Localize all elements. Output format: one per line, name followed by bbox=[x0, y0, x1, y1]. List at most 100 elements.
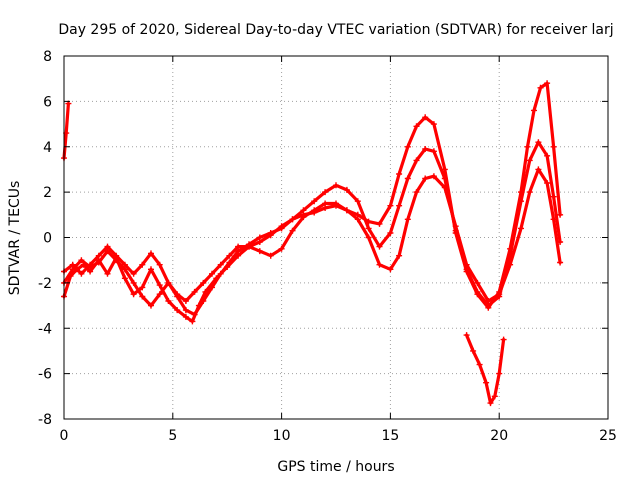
data-point-marker bbox=[396, 202, 403, 209]
y-tick-label: 8 bbox=[43, 49, 52, 65]
data-point-marker bbox=[544, 180, 551, 186]
data-point-marker bbox=[396, 171, 403, 177]
data-point-marker bbox=[557, 211, 564, 218]
y-tick-label: -2 bbox=[38, 276, 52, 292]
data-point-marker bbox=[130, 270, 137, 277]
data-point-marker bbox=[148, 302, 154, 309]
y-tick-label: 6 bbox=[43, 94, 52, 110]
data-point-marker bbox=[496, 370, 503, 377]
data-point-marker bbox=[300, 207, 307, 214]
y-tick-label: -4 bbox=[38, 321, 52, 337]
data-point-marker bbox=[322, 189, 329, 196]
data-point-marker bbox=[235, 243, 242, 250]
data-point-marker bbox=[376, 243, 383, 250]
data-point-marker bbox=[544, 152, 551, 159]
data-point-marker bbox=[165, 279, 172, 286]
data-point-marker bbox=[430, 173, 437, 180]
data-point-marker bbox=[470, 347, 477, 354]
data-point-marker bbox=[121, 261, 128, 268]
data-point-marker bbox=[69, 261, 76, 268]
data-point-marker bbox=[376, 220, 383, 227]
data-point-marker bbox=[404, 175, 411, 182]
data-point-marker bbox=[217, 270, 224, 277]
data-point-marker bbox=[404, 216, 411, 223]
data-point-marker bbox=[550, 143, 557, 150]
data-point-marker bbox=[452, 223, 459, 230]
y-axis-label: SDTVAR / TECUs bbox=[7, 181, 23, 296]
data-point-marker bbox=[78, 270, 85, 277]
data-point-marker bbox=[422, 114, 429, 121]
data-point-marker bbox=[209, 284, 215, 291]
data-point-marker bbox=[130, 279, 137, 286]
data-point-marker bbox=[365, 225, 372, 232]
data-point-marker bbox=[430, 121, 437, 128]
data-point-marker bbox=[404, 143, 411, 150]
data-series bbox=[61, 80, 564, 407]
data-point-marker bbox=[289, 227, 296, 234]
data-point-marker bbox=[311, 207, 318, 214]
x-tick-labels: 0 5 10 15 20 25 bbox=[60, 428, 617, 444]
data-point-marker bbox=[209, 270, 215, 277]
data-point-marker bbox=[278, 225, 285, 232]
data-point-marker bbox=[474, 279, 481, 286]
data-point-marker bbox=[289, 216, 296, 223]
x-tick-label: 15 bbox=[381, 428, 399, 444]
data-point-marker bbox=[474, 288, 481, 295]
data-point-marker bbox=[333, 200, 339, 207]
data-point-marker bbox=[104, 243, 111, 250]
data-point-marker bbox=[104, 270, 111, 277]
data-point-marker bbox=[441, 184, 448, 191]
axis-ticks bbox=[63, 55, 609, 420]
data-point-marker bbox=[491, 393, 498, 400]
data-point-marker bbox=[518, 225, 524, 232]
data-point-marker bbox=[256, 248, 263, 255]
data-point-marker bbox=[87, 261, 94, 268]
data-point-marker bbox=[485, 298, 492, 304]
data-point-marker bbox=[343, 186, 350, 193]
data-point-marker bbox=[537, 84, 544, 91]
data-point-marker bbox=[550, 216, 557, 223]
data-point-marker bbox=[256, 234, 263, 241]
chart-title: Day 295 of 2020, Sidereal Day-to-day VTE… bbox=[58, 22, 613, 38]
data-point-marker bbox=[550, 193, 557, 200]
data-point-marker bbox=[365, 234, 372, 241]
y-tick-label: 2 bbox=[43, 185, 52, 201]
data-point-marker bbox=[174, 291, 181, 298]
data-point-marker bbox=[422, 175, 429, 182]
data-point-marker bbox=[518, 198, 524, 205]
data-point-marker bbox=[396, 252, 403, 259]
data-point-marker bbox=[387, 202, 394, 209]
data-point-marker bbox=[526, 189, 533, 196]
y-tick-label: -6 bbox=[38, 367, 52, 383]
data-point-marker bbox=[191, 311, 198, 318]
data-point-marker bbox=[174, 307, 181, 314]
data-point-marker bbox=[156, 291, 163, 298]
data-point-marker bbox=[139, 293, 146, 300]
data-point-marker bbox=[200, 279, 207, 286]
data-point-marker bbox=[148, 250, 154, 257]
data-point-marker bbox=[78, 257, 85, 264]
x-tick-label: 20 bbox=[490, 428, 508, 444]
data-point-marker bbox=[500, 336, 507, 343]
series-line-pass-e bbox=[465, 333, 506, 405]
data-point-marker bbox=[531, 107, 537, 114]
data-point-marker bbox=[422, 146, 429, 152]
y-tick-labels: -8 -6 -4 -2 0 2 4 6 8 bbox=[38, 49, 52, 428]
series-line-pass-d bbox=[62, 167, 562, 303]
data-point-marker bbox=[387, 230, 394, 236]
data-point-marker bbox=[182, 313, 189, 320]
data-point-marker bbox=[524, 143, 531, 150]
data-point-marker bbox=[476, 361, 483, 368]
data-point-marker bbox=[95, 259, 102, 266]
data-point-marker bbox=[535, 166, 542, 173]
data-point-marker bbox=[226, 252, 233, 259]
y-tick-label: -8 bbox=[38, 412, 52, 428]
x-tick-label: 0 bbox=[60, 428, 69, 444]
data-point-marker bbox=[311, 198, 318, 205]
data-point-marker bbox=[113, 252, 120, 259]
data-point-marker bbox=[376, 261, 383, 268]
data-point-marker bbox=[333, 182, 339, 189]
data-point-marker bbox=[343, 207, 350, 214]
data-point-marker bbox=[182, 298, 189, 304]
